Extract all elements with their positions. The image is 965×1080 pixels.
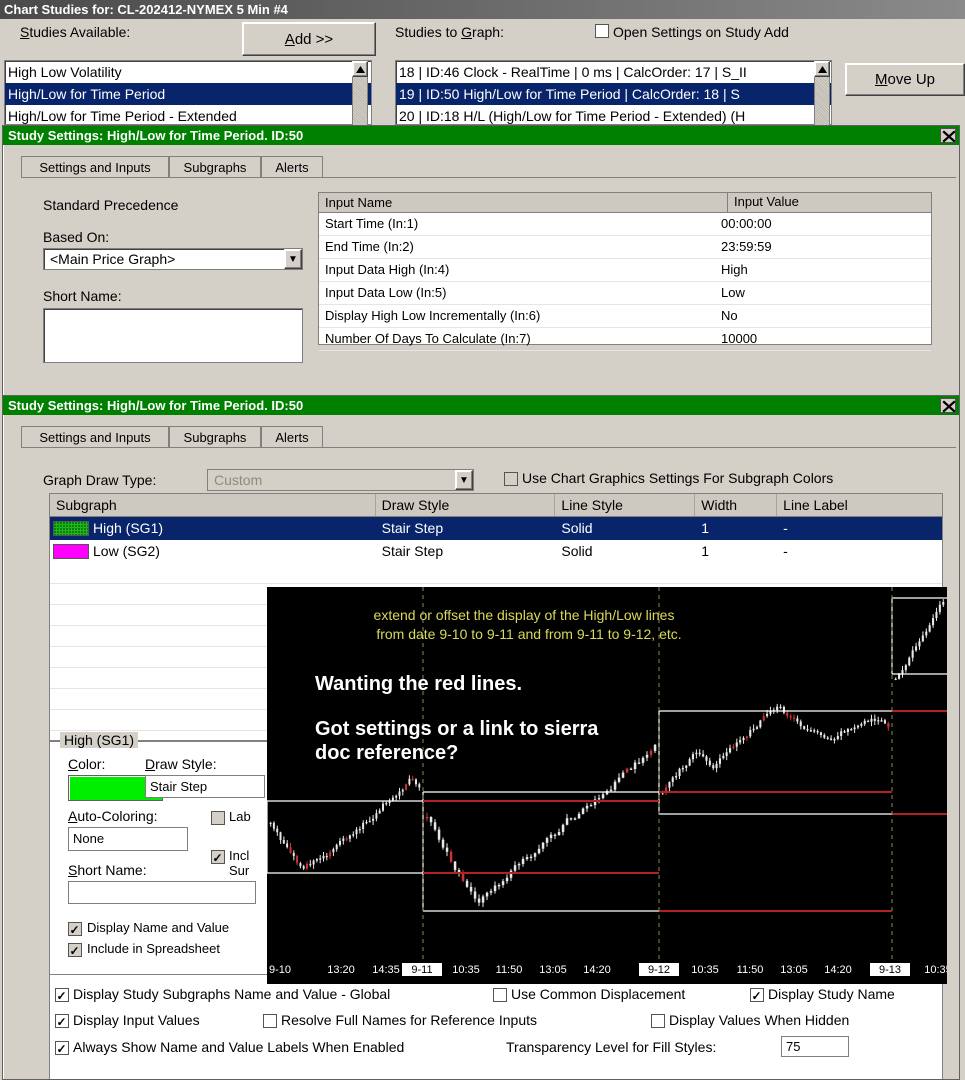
svg-text:extend or offset the display o: extend or offset the display of the High… [374, 607, 675, 623]
svg-text:14:20: 14:20 [824, 964, 852, 976]
svg-text:Wanting the red lines.: Wanting the red lines. [315, 673, 522, 695]
svg-text:from date 9-10 to 9-11 and fro: from date 9-10 to 9-11 and from 9-11 to … [376, 626, 681, 642]
svg-text:9-10: 9-10 [269, 964, 291, 976]
svg-text:14:35: 14:35 [372, 964, 400, 976]
svg-text:13:05: 13:05 [539, 964, 567, 976]
svg-text:9-11: 9-11 [411, 964, 432, 976]
svg-text:9-12: 9-12 [648, 964, 670, 976]
svg-text:doc reference?: doc reference? [315, 742, 458, 764]
svg-text:13:05: 13:05 [780, 964, 808, 976]
svg-text:Got settings or a link to sier: Got settings or a link to sierra [315, 718, 599, 740]
svg-text:11:50: 11:50 [496, 964, 523, 976]
svg-text:9-13: 9-13 [879, 964, 901, 976]
svg-text:13:20: 13:20 [327, 964, 355, 976]
svg-text:10:35: 10:35 [691, 964, 719, 976]
svg-text:14:20: 14:20 [583, 964, 611, 976]
svg-text:11:50: 11:50 [737, 964, 764, 976]
svg-text:10:35: 10:35 [452, 964, 480, 976]
svg-text:10:35: 10:35 [924, 964, 947, 976]
